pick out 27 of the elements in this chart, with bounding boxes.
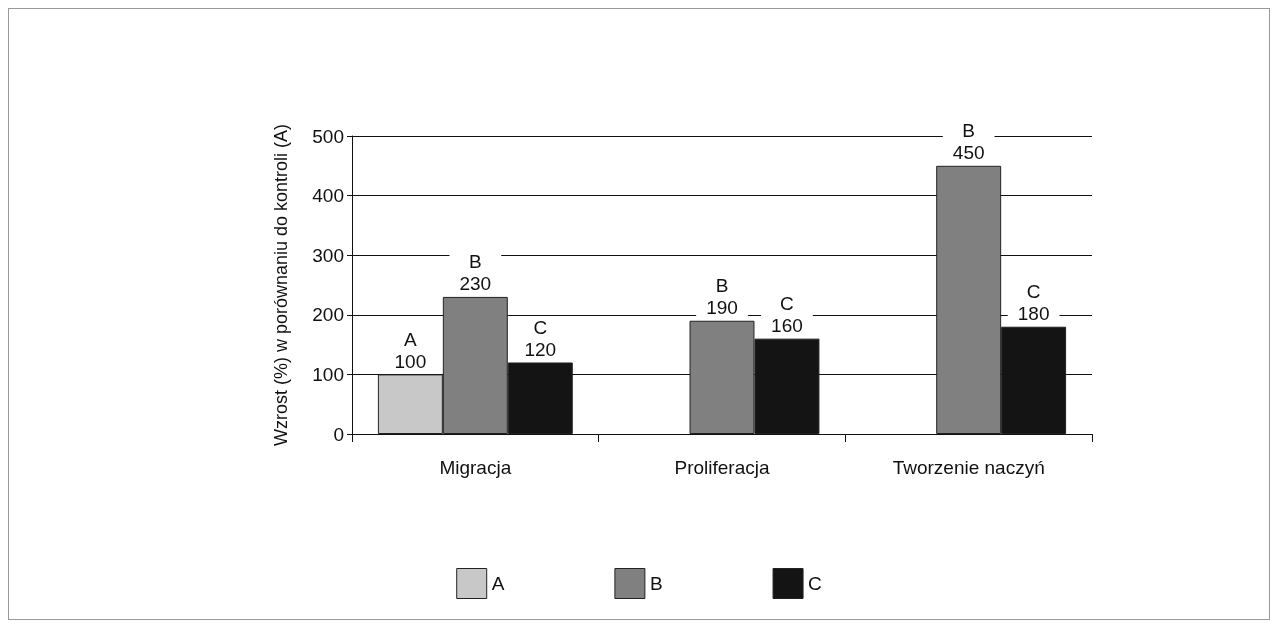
text: B bbox=[715, 275, 729, 297]
data-label: 190 bbox=[706, 297, 738, 319]
y-tick-label: 200 bbox=[312, 304, 344, 326]
text: A bbox=[404, 328, 417, 350]
text: B bbox=[468, 251, 482, 273]
x-tick-label: Tworzenie naczyń bbox=[892, 457, 1045, 478]
y-tick-label: 0 bbox=[333, 423, 344, 445]
data-label: 100 bbox=[394, 350, 427, 372]
legend-label: A bbox=[491, 573, 505, 594]
text: C bbox=[533, 316, 548, 338]
y-tick-label: 400 bbox=[312, 185, 344, 207]
data-label: 180 bbox=[1017, 303, 1050, 325]
text: C bbox=[1026, 281, 1041, 303]
legend-label: B bbox=[649, 573, 663, 594]
data-label: 230 bbox=[459, 273, 492, 295]
x-tick-label: Proliferacja bbox=[674, 457, 770, 478]
y-axis-title: Wzrost (%) w porównaniu do kontroli (A) bbox=[271, 123, 291, 447]
data-label: 450 bbox=[952, 142, 985, 164]
x-tick-label: Migracja bbox=[439, 457, 512, 478]
y-tick-label: 500 bbox=[312, 125, 344, 147]
data-label: 120 bbox=[524, 338, 557, 360]
data-label: 160 bbox=[771, 315, 803, 337]
text: C bbox=[780, 293, 794, 315]
y-tick-label: 300 bbox=[312, 244, 344, 266]
legend-label: C bbox=[808, 573, 822, 594]
y-tick-label: 100 bbox=[312, 363, 344, 385]
text: B bbox=[962, 120, 976, 142]
